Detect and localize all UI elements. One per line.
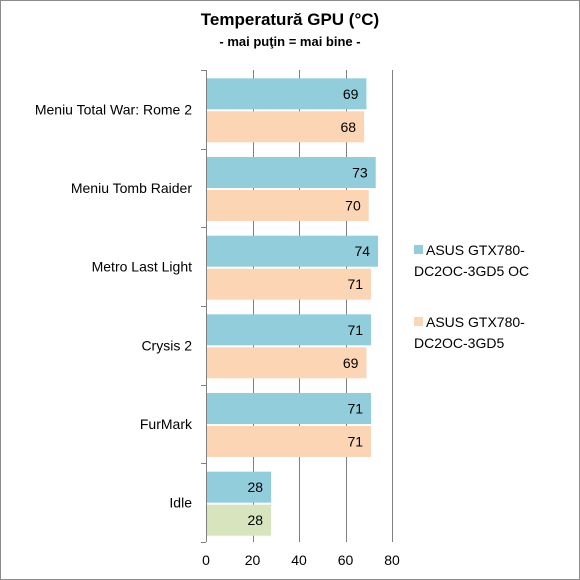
data-label-oc-4: 71 [347, 401, 363, 417]
x-tick-label-0: 0 [202, 552, 210, 568]
data-label-oc-1: 73 [352, 165, 368, 181]
bar-oc-0 [207, 78, 367, 110]
bar-oc-2 [207, 235, 379, 267]
bar-oc-1 [207, 157, 376, 188]
data-label-stock-3: 69 [343, 355, 359, 371]
data-label-oc-3: 71 [347, 322, 363, 338]
x-tick-label-60: 60 [338, 552, 354, 568]
legend-label-oc-line2: DC2OC-3GD5 OC [414, 263, 530, 279]
bar-stock-0 [207, 111, 365, 143]
bar-oc-4 [207, 393, 372, 424]
category-label-0: Meniu Total War: Rome 2 [35, 101, 192, 117]
legend-label-oc-line1: ASUS GTX780- [426, 242, 525, 258]
legend-item-stock: ASUS GTX780- DC2OC-3GD5 [414, 312, 574, 354]
chart-title: Temperatură GPU (°C) [200, 10, 380, 29]
legend-swatch-stock [414, 317, 423, 326]
x-tick-label-80: 80 [384, 552, 400, 568]
category-label-5: Idle [169, 495, 192, 511]
bars [207, 78, 379, 536]
bar-oc-5 [207, 471, 272, 503]
legend-item-oc: ASUS GTX780- DC2OC-3GD5 OC [414, 240, 574, 282]
chart-subtitle: - mai puţin = mai bine - [219, 34, 361, 49]
data-label-stock-4: 71 [347, 434, 363, 450]
bar-stock-3 [207, 347, 367, 379]
bar-stock-2 [207, 268, 372, 300]
x-tick-label-40: 40 [291, 552, 307, 568]
category-label-3: Crysis 2 [141, 337, 192, 353]
data-label-stock-0: 68 [341, 119, 357, 135]
legend-label-stock-line2: DC2OC-3GD5 [414, 335, 505, 351]
bar-oc-3 [207, 314, 372, 346]
data-label-stock-5: 28 [248, 512, 264, 528]
category-label-2: Metro Last Light [92, 259, 192, 275]
data-label-oc-0: 69 [343, 86, 359, 102]
x-tick-label-20: 20 [245, 552, 261, 568]
category-label-1: Meniu Tomb Raider [71, 180, 192, 196]
bar-stock-1 [207, 190, 369, 221]
legend-label-stock-line1: ASUS GTX780- [426, 314, 525, 330]
grid-lines [201, 70, 393, 543]
data-label-stock-1: 70 [345, 198, 361, 214]
labels: 0 20 40 60 80 69 68 Meniu Total War: Rome 2 73 70… [35, 86, 400, 568]
data-label-oc-2: 74 [354, 243, 370, 259]
data-label-stock-2: 71 [347, 276, 363, 292]
legend-swatch-oc [414, 245, 423, 254]
category-label-4: FurMark [140, 416, 193, 432]
bar-stock-5 [207, 504, 272, 536]
data-label-oc-5: 28 [248, 479, 264, 495]
bar-stock-4 [207, 426, 372, 457]
